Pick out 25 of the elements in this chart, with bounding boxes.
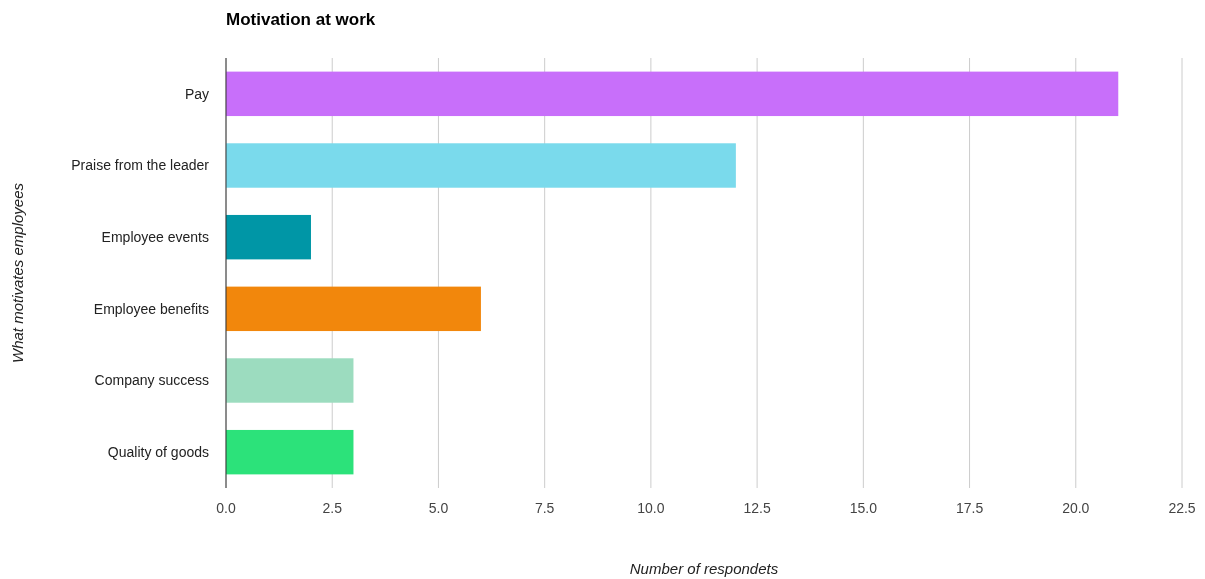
bar [226, 286, 481, 332]
y-tick-label: Pay [184, 85, 209, 102]
x-tick-label: 5.0 [428, 500, 449, 516]
x-tick-label: 17.5 [955, 500, 984, 516]
y-tick-label: Praise from the leader [71, 157, 210, 174]
x-tick-label: 2.5 [322, 500, 343, 516]
x-tick-label: 12.5 [743, 500, 771, 516]
y-tick-label: Company success [94, 372, 209, 389]
x-axis-title: Number of respondets [629, 560, 779, 577]
x-tick-label: 22.5 [1168, 500, 1196, 516]
x-tick-label: 20.0 [1062, 500, 1090, 516]
y-tick-label: Employee events [101, 229, 209, 246]
bar [226, 71, 1119, 117]
bar [226, 143, 736, 188]
y-tick-label: Quality of goods [107, 444, 209, 461]
bar [226, 214, 311, 260]
bar [226, 429, 354, 475]
x-tick-label: 7.5 [534, 500, 555, 516]
bar [226, 358, 354, 403]
y-tick-label: Employee benefits [93, 300, 209, 317]
x-tick-label: 15.0 [849, 500, 878, 516]
x-tick-label: 10.0 [637, 500, 665, 516]
chart-title: Motivation at work [226, 10, 376, 29]
x-tick-label: 0.0 [216, 500, 236, 516]
y-axis-title: What motivates employees [9, 182, 26, 364]
